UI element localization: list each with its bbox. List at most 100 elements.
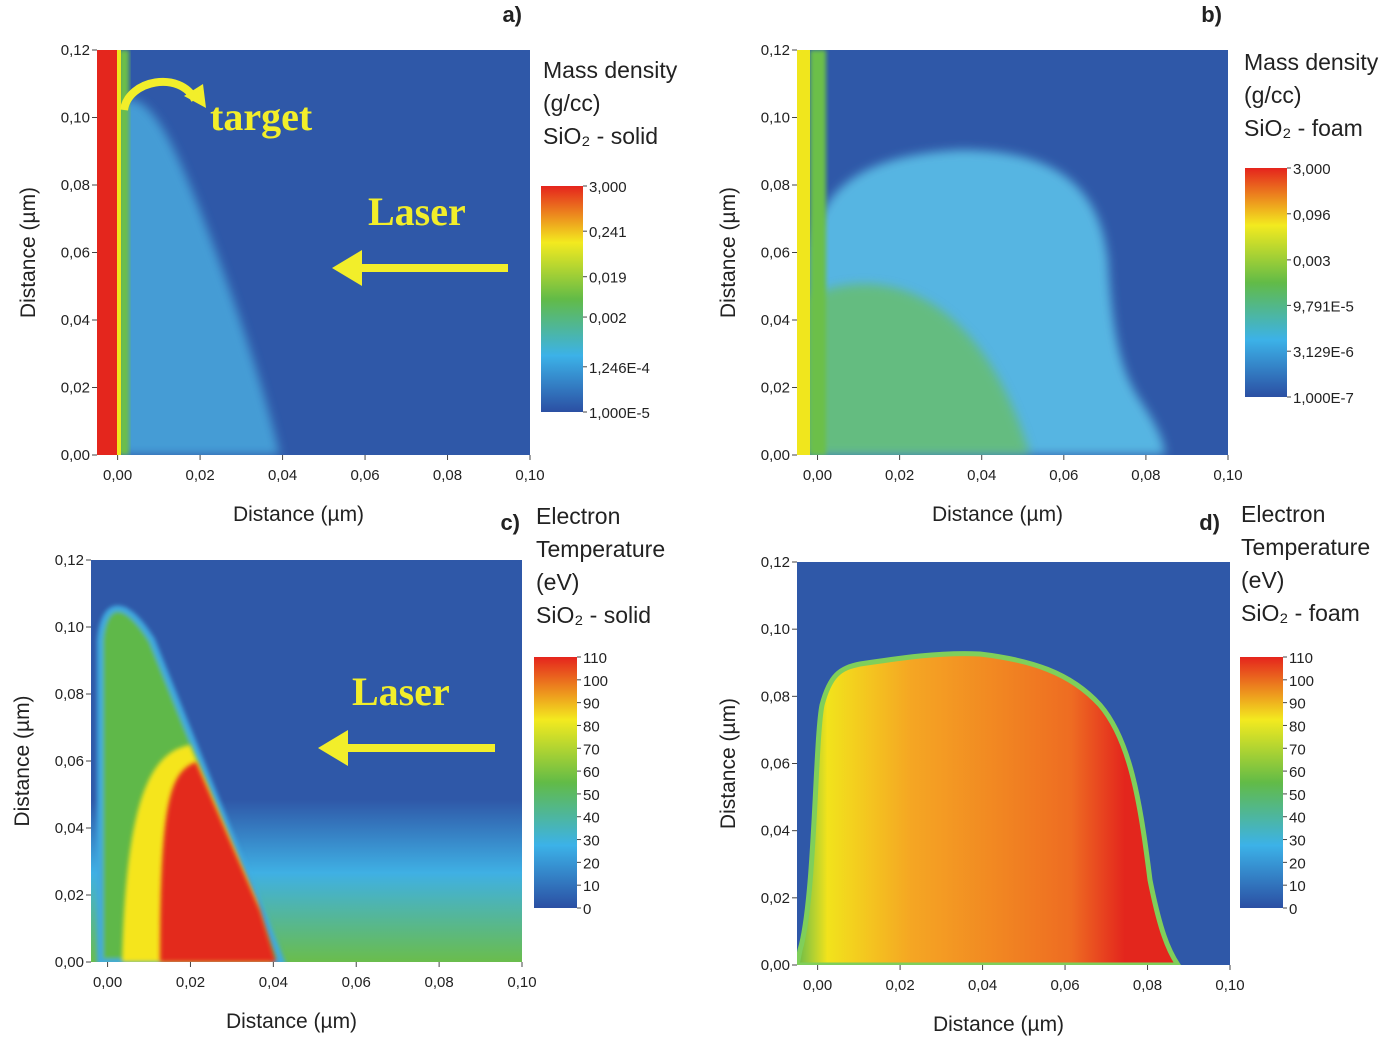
annotation: Laser: [368, 189, 466, 234]
colorbar-tick-label: 100: [583, 673, 608, 690]
panel-label: b): [1201, 2, 1222, 27]
colorbar-tick-label: 1,000E-7: [1293, 390, 1354, 407]
y-tick-label: 0,10: [761, 621, 790, 638]
x-tick-label: 0,06: [1050, 977, 1079, 994]
y-tick-label: 0,04: [761, 823, 790, 840]
colorbar-title: SiO₂ - foam: [1241, 600, 1360, 626]
colorbar-tick-label: 80: [583, 718, 600, 735]
y-tick-label: 0,02: [61, 380, 90, 397]
y-tick-label: 0,02: [761, 380, 790, 397]
x-tick-label: 0,02: [176, 974, 205, 991]
colorbar: [1245, 168, 1287, 397]
x-tick-label: 0,02: [185, 467, 214, 484]
plume-core: [800, 284, 1030, 455]
x-tick-label: 0,10: [515, 467, 544, 484]
x-tick-label: 0,10: [1215, 977, 1244, 994]
colorbar-tick-label: 9,791E-5: [1293, 298, 1354, 315]
colorbar-title: Mass density: [1244, 49, 1379, 75]
y-tick-label: 0,08: [61, 177, 90, 194]
colorbar-tick-label: 30: [1289, 833, 1306, 850]
y-tick-label: 0,06: [761, 756, 790, 773]
y-axis-label: Distance (µm): [17, 187, 40, 318]
colorbar-tick-label: 100: [1289, 673, 1314, 690]
panel-label: c): [500, 510, 520, 535]
y-tick-label: 0,02: [55, 887, 84, 904]
x-tick-label: 0,00: [93, 974, 122, 991]
colorbar-tick-label: 0,002: [589, 310, 627, 327]
colorbar-tick-label: 1,000E-5: [589, 405, 650, 422]
y-tick-label: 0,12: [55, 552, 84, 569]
target-arrow: [120, 78, 199, 112]
colorbar-title: Temperature: [1241, 534, 1370, 560]
colorbar-title: SiO₂ - solid: [536, 602, 651, 628]
colorbar-tick-label: 50: [583, 787, 600, 804]
arrow-head: [184, 84, 206, 108]
colorbar-tick-label: 70: [1289, 741, 1306, 758]
panel-label: a): [502, 2, 522, 27]
x-tick-label: 0,04: [268, 467, 297, 484]
plume: [797, 651, 1182, 965]
y-tick-label: 0,04: [61, 312, 90, 329]
colorbar-tick-label: 1,246E-4: [589, 360, 650, 377]
x-axis-label: Distance (µm): [226, 1010, 357, 1033]
y-tick-label: 0,10: [761, 110, 790, 127]
colorbar-tick-label: 30: [583, 833, 600, 850]
y-tick-label: 0,12: [61, 42, 90, 59]
y-tick-label: 0,10: [61, 110, 90, 127]
annotation: target: [210, 94, 313, 139]
colorbar-tick-label: 0,003: [1293, 253, 1331, 270]
colorbar-title: SiO₂ - foam: [1244, 115, 1363, 141]
heatmap-field: [797, 562, 1230, 965]
y-tick-label: 0,00: [55, 954, 84, 971]
arrow-head: [318, 730, 348, 766]
arrow-head: [332, 250, 362, 286]
colorbar-tick-label: 3,000: [1293, 161, 1331, 178]
y-axis-label: Distance (µm): [717, 187, 740, 318]
x-axis-label: Distance (µm): [233, 503, 364, 526]
x-tick-label: 0,06: [350, 467, 379, 484]
colorbar-tick-label: 50: [1289, 787, 1306, 804]
colorbar-tick-label: 40: [583, 810, 600, 827]
x-tick-label: 0,08: [1131, 467, 1160, 484]
x-tick-label: 0,06: [1049, 467, 1078, 484]
colorbar-tick-label: 0,241: [589, 224, 627, 241]
y-tick-label: 0,04: [55, 820, 84, 837]
colorbar-tick-label: 10: [1289, 878, 1306, 895]
panel-label: d): [1199, 510, 1220, 535]
strip: [797, 50, 810, 455]
strip: [117, 50, 121, 455]
colorbar-title: (eV): [1241, 567, 1284, 593]
colorbar-title: Electron: [1241, 501, 1325, 527]
x-tick-label: 0,02: [885, 467, 914, 484]
x-tick-label: 0,10: [507, 974, 536, 991]
colorbar-tick-label: 20: [1289, 855, 1306, 872]
x-tick-label: 0,10: [1213, 467, 1242, 484]
y-tick-label: 0,04: [761, 312, 790, 329]
colorbar-tick-label: 0: [583, 901, 591, 918]
colorbar-tick-label: 60: [583, 764, 600, 781]
heatmap-field: [97, 50, 530, 455]
x-tick-label: 0,08: [433, 467, 462, 484]
y-tick-label: 0,12: [761, 554, 790, 571]
colorbar-tick-label: 90: [1289, 696, 1306, 713]
colorbar-title: (g/cc): [1244, 82, 1302, 108]
x-tick-label: 0,02: [885, 977, 914, 994]
colorbar-tick-label: 3,129E-6: [1293, 344, 1354, 361]
y-axis-label: Distance (µm): [11, 695, 34, 826]
colorbar-title: Electron: [536, 503, 620, 529]
y-tick-label: 0,08: [761, 177, 790, 194]
y-tick-label: 0,10: [55, 619, 84, 636]
x-axis-label: Distance (µm): [932, 503, 1063, 526]
colorbar-title: Mass density: [543, 57, 678, 83]
strip: [97, 50, 117, 455]
colorbar-tick-label: 40: [1289, 810, 1306, 827]
x-tick-label: 0,04: [968, 977, 997, 994]
y-tick-label: 0,06: [61, 245, 90, 262]
x-tick-label: 0,06: [342, 974, 371, 991]
x-tick-label: 0,00: [803, 977, 832, 994]
x-tick-label: 0,00: [103, 467, 132, 484]
y-axis-label: Distance (µm): [717, 698, 740, 829]
plume: [122, 99, 280, 455]
colorbar-tick-label: 70: [583, 741, 600, 758]
